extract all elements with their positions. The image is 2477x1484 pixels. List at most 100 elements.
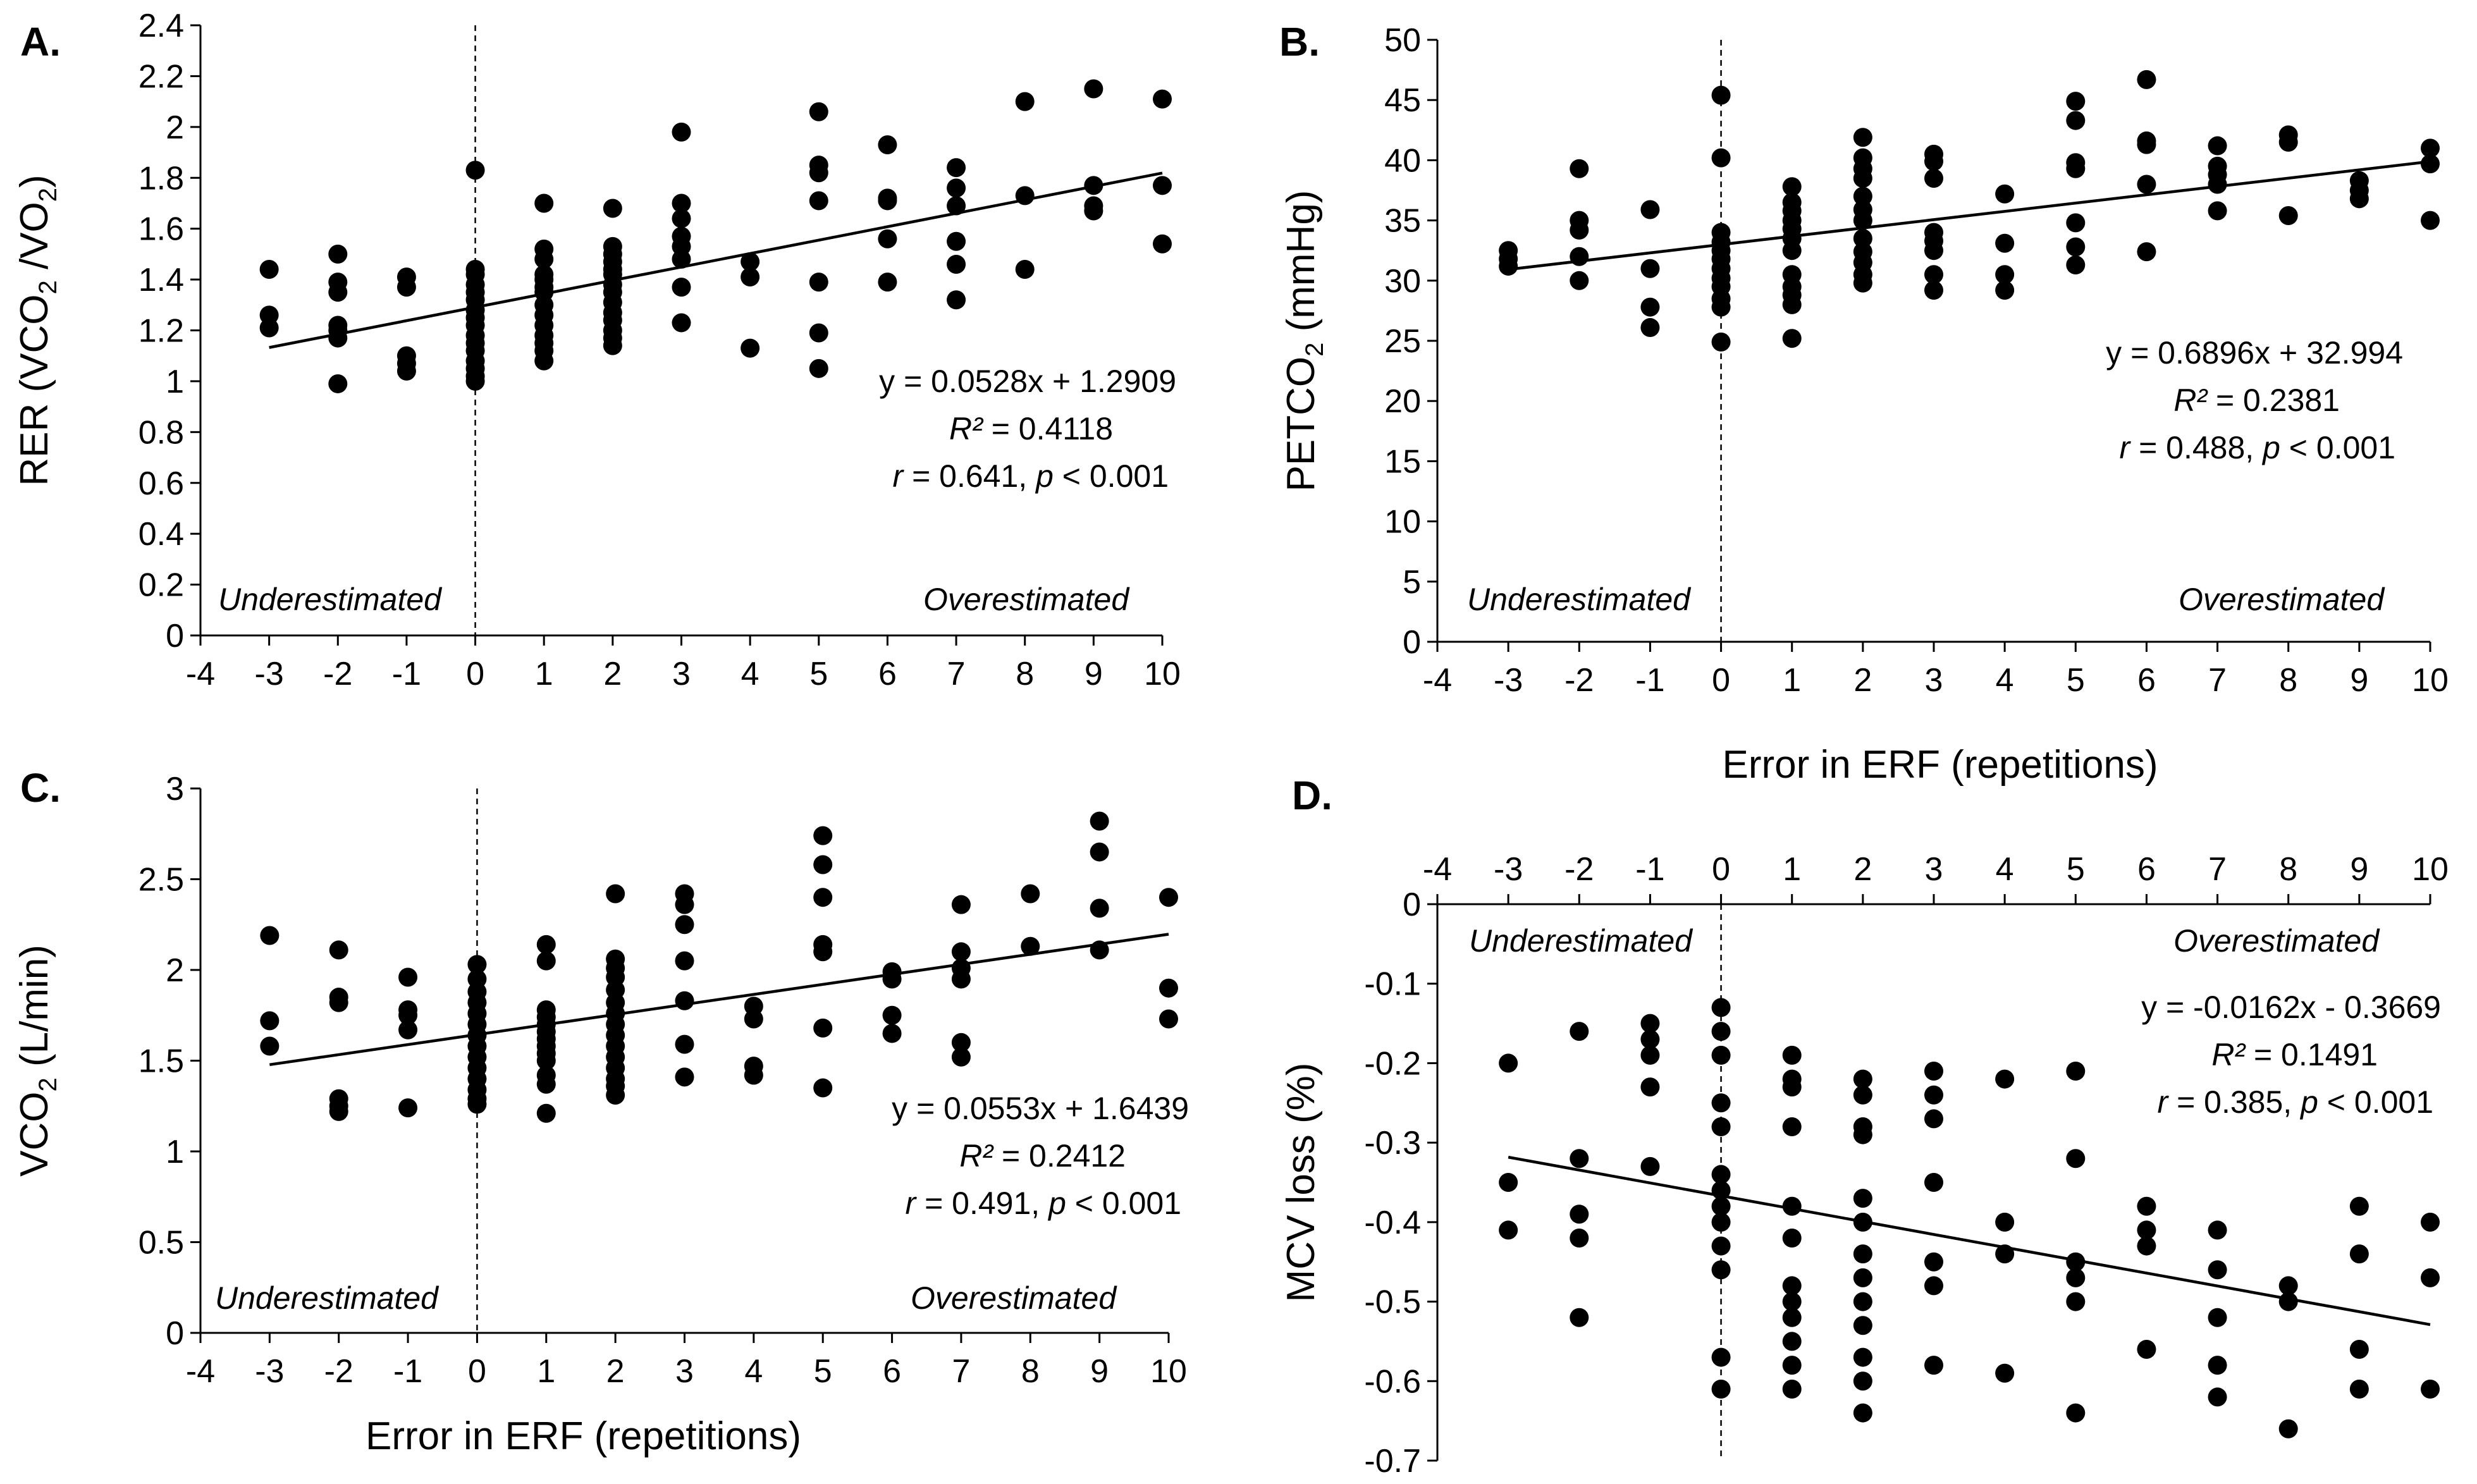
data-point bbox=[2066, 1062, 2086, 1081]
regression-line bbox=[1508, 1155, 2431, 1327]
x-tick-label: -3 bbox=[1494, 851, 1523, 888]
panel-label: A. bbox=[20, 19, 61, 64]
data-point bbox=[951, 1047, 971, 1067]
data-point bbox=[260, 926, 280, 945]
x-tick-label: -1 bbox=[1635, 662, 1664, 699]
y-tick-label: 0 bbox=[1403, 624, 1421, 661]
x-tick-label: 10 bbox=[2412, 851, 2449, 888]
y-tick-label: -0.5 bbox=[1364, 1284, 1421, 1321]
regression-equation: y = -0.0162x - 0.3669 bbox=[2141, 990, 2441, 1025]
x-axis-label: Error in ERF (repetitions) bbox=[1722, 743, 2158, 787]
data-point bbox=[1782, 1045, 1802, 1065]
x-tick-label: 5 bbox=[2067, 851, 2085, 888]
data-point bbox=[1853, 1268, 1872, 1287]
y-axis-label: PETCO2 (mmHg) bbox=[1279, 190, 1329, 492]
x-tick-label: 0 bbox=[1712, 662, 1730, 699]
data-point bbox=[675, 991, 694, 1010]
data-point bbox=[1853, 229, 1872, 248]
data-point bbox=[2066, 1268, 2086, 1287]
data-point bbox=[1570, 1229, 1589, 1248]
data-point bbox=[1853, 1085, 1872, 1105]
x-tick-label: 9 bbox=[1085, 656, 1103, 692]
x-tick-label: 4 bbox=[744, 1353, 763, 1390]
y-tick-label: 2 bbox=[166, 109, 184, 146]
data-point bbox=[878, 273, 897, 292]
x-tick-label: 9 bbox=[2350, 662, 2368, 699]
data-point bbox=[2137, 70, 2156, 89]
overestimated-label: Overestimated bbox=[911, 1280, 1117, 1316]
data-point bbox=[809, 191, 828, 211]
y-tick-label: 25 bbox=[1384, 323, 1421, 360]
data-point bbox=[2137, 135, 2156, 154]
x-tick-label: 10 bbox=[1144, 656, 1181, 692]
correlation-statistic: r = 0.491, p < 0.001 bbox=[906, 1186, 1181, 1221]
data-point bbox=[396, 361, 416, 381]
data-point bbox=[2066, 111, 2086, 130]
x-tick-label: 4 bbox=[741, 656, 759, 692]
data-point bbox=[2137, 1220, 2156, 1240]
x-tick-label: 1 bbox=[1783, 851, 1801, 888]
data-point bbox=[2066, 1252, 2086, 1272]
x-tick-label: 3 bbox=[1925, 662, 1943, 699]
data-point bbox=[1782, 1077, 1802, 1097]
x-tick-label: 5 bbox=[814, 1353, 832, 1390]
panel-a: 0 0.2 0.4 0.6 0.8 1 1.2 1.4 1.6 1.8 2 2.2 2.4 -4 -3 -2 -… bbox=[13, 8, 1181, 692]
data-point bbox=[809, 102, 828, 121]
data-point bbox=[2349, 1196, 2369, 1216]
data-point bbox=[2278, 1419, 2298, 1438]
data-point bbox=[809, 163, 828, 183]
data-point bbox=[536, 935, 556, 954]
data-point bbox=[947, 178, 966, 198]
panel-label: C. bbox=[20, 765, 61, 811]
x-tick-label: -3 bbox=[255, 1353, 284, 1390]
data-point bbox=[1853, 187, 1872, 206]
data-point bbox=[1084, 79, 1103, 99]
x-tick-label: 9 bbox=[2350, 851, 2368, 888]
r-squared: R² = 0.4118 bbox=[949, 411, 1113, 446]
data-point bbox=[1924, 152, 1943, 171]
data-point bbox=[744, 1009, 763, 1029]
y-tick-label: 40 bbox=[1384, 142, 1421, 179]
regression-line bbox=[269, 933, 1169, 1067]
data-point bbox=[2066, 255, 2086, 275]
data-point bbox=[465, 161, 485, 180]
data-point bbox=[2066, 213, 2086, 233]
x-tick-label: 10 bbox=[1150, 1353, 1187, 1390]
data-point bbox=[2278, 1276, 2298, 1296]
data-point bbox=[467, 1095, 487, 1114]
data-point bbox=[675, 915, 694, 935]
data-point bbox=[1640, 297, 1660, 317]
r-squared: R² = 0.2381 bbox=[2173, 383, 2340, 418]
data-point bbox=[947, 196, 966, 216]
data-point bbox=[536, 951, 556, 971]
y-axis-label: RER (VCO2 /VO2) bbox=[13, 175, 62, 486]
data-point bbox=[947, 254, 966, 274]
data-point bbox=[1853, 273, 1872, 293]
x-tick-label: 7 bbox=[2208, 851, 2227, 888]
data-point bbox=[1640, 1014, 1660, 1033]
y-tick-label: 1 bbox=[166, 364, 184, 400]
x-tick-label: 1 bbox=[537, 1353, 555, 1390]
data-point bbox=[1090, 842, 1109, 862]
data-point bbox=[1782, 1332, 1802, 1351]
x-tick-label: -2 bbox=[1564, 851, 1594, 888]
data-point bbox=[1570, 220, 1589, 240]
data-point bbox=[741, 338, 760, 358]
data-point bbox=[2066, 1149, 2086, 1168]
data-point bbox=[813, 855, 833, 874]
data-point bbox=[260, 1011, 280, 1031]
data-point bbox=[1995, 1069, 2015, 1089]
data-point bbox=[2137, 1196, 2156, 1216]
data-point bbox=[1021, 884, 1040, 904]
data-point bbox=[2208, 1308, 2227, 1327]
data-point bbox=[813, 888, 833, 907]
x-tick-label: 4 bbox=[1996, 662, 2014, 699]
y-tick-label: 1.8 bbox=[138, 160, 184, 197]
y-tick-label: 0 bbox=[166, 618, 184, 654]
data-point bbox=[2349, 189, 2369, 209]
data-point bbox=[809, 273, 828, 292]
data-point bbox=[536, 1051, 556, 1070]
data-point bbox=[741, 267, 760, 287]
